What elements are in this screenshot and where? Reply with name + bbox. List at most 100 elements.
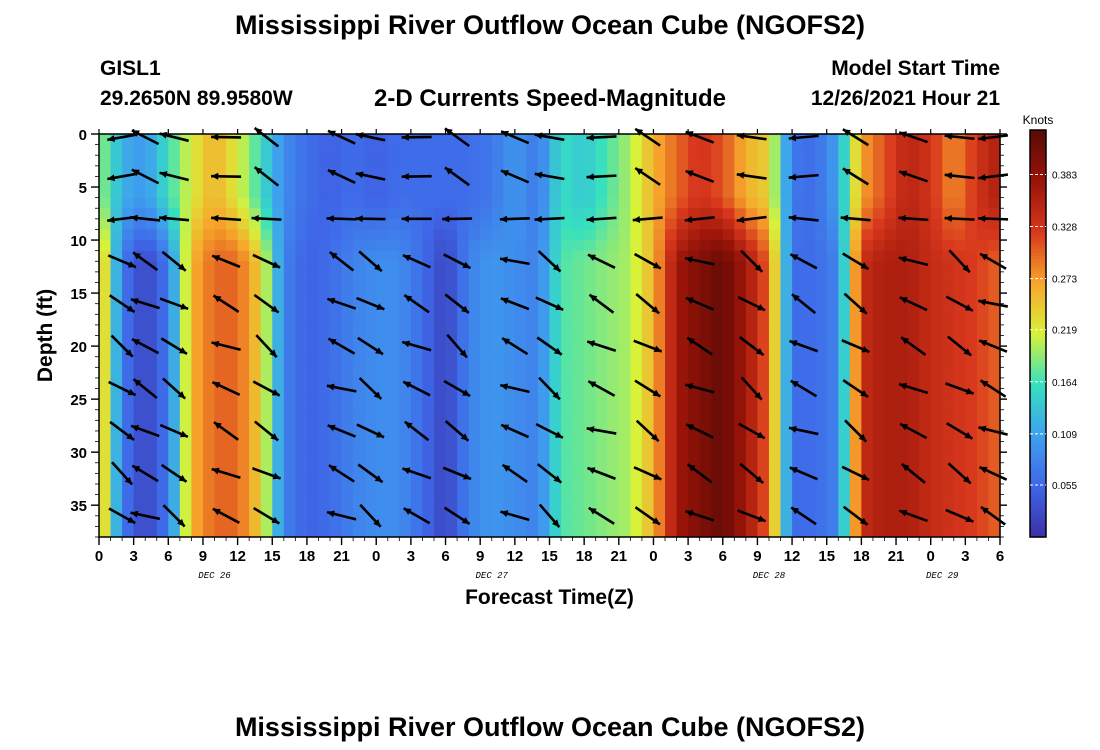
heatmap-cell [179,494,193,506]
heatmap-cell [364,314,377,326]
heatmap-cell [480,367,493,379]
heatmap-cell [676,483,689,496]
heatmap-cell [665,144,678,156]
heatmap-cell [896,356,909,368]
heatmap-cell [561,229,574,241]
heatmap-cell [780,187,793,199]
heatmap-cell [688,430,701,443]
heatmap-cell [745,314,759,326]
heatmap-cell [907,261,920,273]
heatmap-cell [630,377,643,390]
heatmap-cell [306,282,320,294]
heatmap-cell [607,494,620,506]
heatmap-cell [202,505,216,517]
heatmap-cell [595,452,608,464]
heatmap-cell [745,187,759,199]
heatmap-cell [618,494,631,506]
heatmap-cell [953,430,966,443]
heatmap-cell [260,165,273,178]
current-arrow-head [962,264,970,273]
heatmap-cell [99,165,112,178]
heatmap-cell [364,271,377,284]
heatmap-cell [295,144,308,156]
heatmap-cell [549,452,562,464]
heatmap-cell [503,356,516,368]
heatmap-cell [676,399,689,411]
heatmap-cell [734,494,747,506]
current-arrow-head [789,467,798,474]
heatmap-cell [584,261,597,273]
heatmap-cell [457,526,470,538]
heatmap-cell [641,399,655,411]
current-arrow-head [460,433,469,441]
heatmap-cell [803,208,816,220]
heatmap-cell [792,399,805,411]
heatmap-cell [838,208,851,220]
heatmap-cell [595,505,608,517]
heatmap-cell [942,261,955,273]
current-arrow-head [685,510,694,517]
heatmap-cell [826,187,839,199]
heatmap-cell [976,526,990,538]
heatmap-cell [353,356,366,368]
heatmap-cell [884,293,897,305]
heatmap-cell [526,483,539,496]
heatmap-cell [249,240,262,252]
heatmap-cell [561,409,574,421]
heatmap-cell [930,494,943,506]
heatmap-cell [410,134,424,146]
heatmap-cell [711,261,724,273]
heatmap-cell [410,377,424,390]
colorbar-tick-label: 0.109 [1052,430,1077,441]
heatmap-cell [953,176,966,188]
heatmap-cell [861,240,874,252]
heatmap-cell [861,526,874,538]
heatmap-cell [156,526,169,538]
heatmap-cell [537,356,551,368]
heatmap-cell [653,293,666,305]
heatmap-cell [815,250,828,262]
heatmap-cell [283,293,296,305]
heatmap-cell [872,293,886,305]
colorbar-segment [1030,384,1046,389]
heatmap-cell [942,462,955,474]
heatmap-cell [988,346,1001,358]
heatmap-cell [653,282,666,294]
heatmap-cell [942,314,955,326]
heatmap-cell [607,483,620,496]
heatmap-cell [537,526,551,538]
heatmap-cell [387,293,400,305]
heatmap-cell [976,515,990,527]
heatmap-cell [364,462,377,474]
heatmap-cell [202,324,216,337]
heatmap-cell [468,420,481,432]
heatmap-cell [630,282,643,294]
heatmap-cell [768,282,782,294]
heatmap-cell [653,197,666,209]
heatmap-cell [965,218,978,231]
heatmap-cell [445,356,458,368]
heatmap-cell [341,293,354,305]
heatmap-cell [376,515,389,527]
heatmap-cell [260,187,273,199]
heatmap-cell [341,218,354,231]
colorbar-segment [1030,462,1046,467]
heatmap-cell [445,282,458,294]
heatmap-cell [699,356,712,368]
heatmap-cell [607,218,620,231]
heatmap-cell [272,240,285,252]
heatmap-cell [480,293,493,305]
heatmap-cell [965,505,978,517]
heatmap-cell [757,250,770,262]
heatmap-cell [930,293,943,305]
heatmap-cell [595,197,608,209]
heatmap-cell [249,218,262,231]
heatmap-cell [896,324,909,337]
heatmap-cell [272,303,285,315]
heatmap-cell [457,462,470,474]
heatmap-cell [283,346,296,358]
heatmap-cell [884,155,897,167]
heatmap-cell [122,494,135,506]
heatmap-cell [907,452,920,464]
colorbar-segment [1030,364,1046,369]
